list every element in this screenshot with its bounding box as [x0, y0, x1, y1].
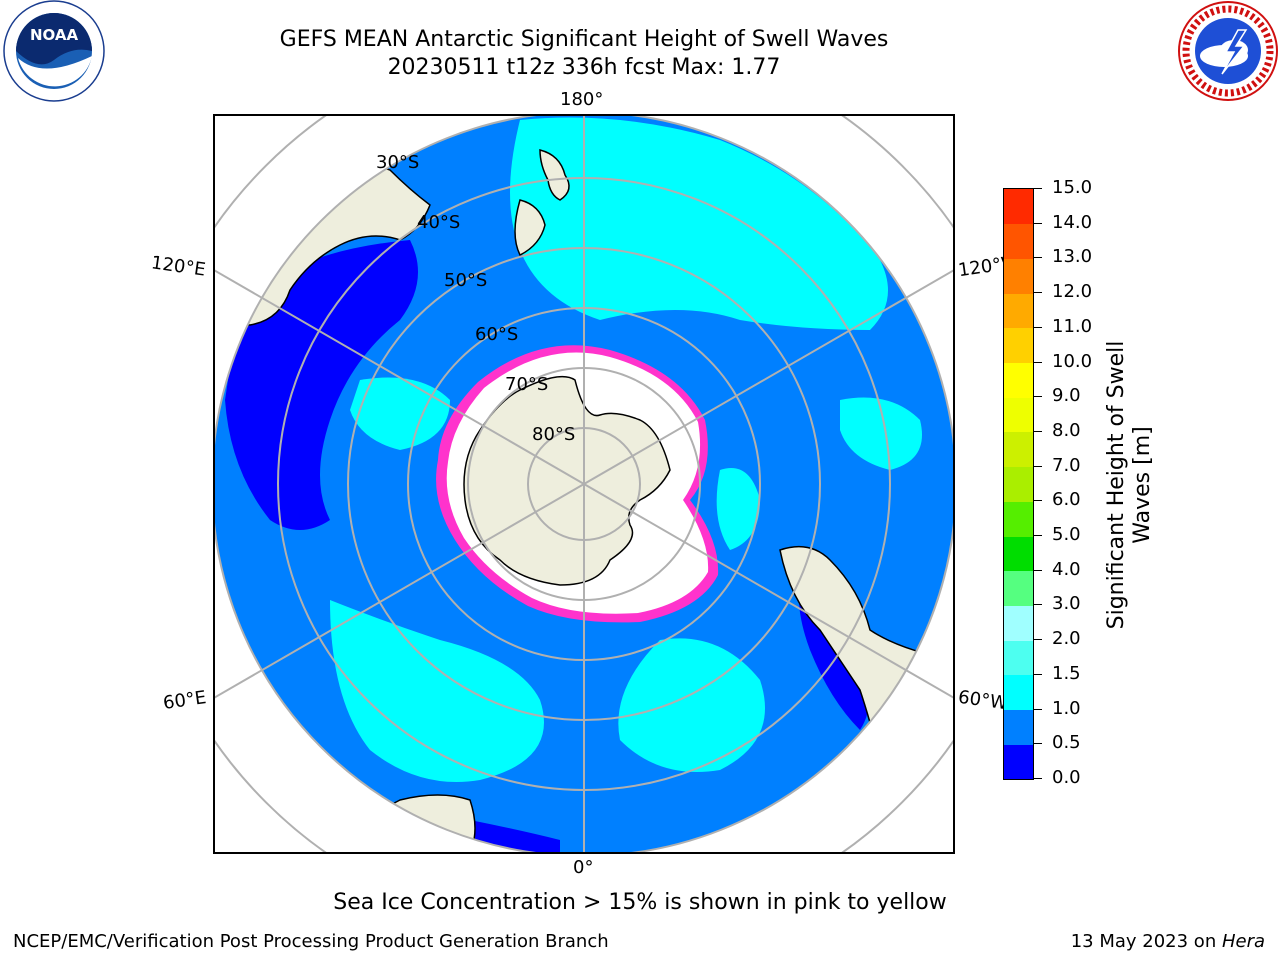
colorbar-tick [1034, 708, 1042, 710]
colorbar-tick [1034, 222, 1042, 224]
colorbar-tick [1034, 535, 1042, 537]
colorbar-tick [1034, 465, 1042, 467]
colorbar-tick [1034, 673, 1042, 675]
colorbar-label-line1: Significant Height of Swell [1104, 340, 1129, 630]
colorbar-tick [1034, 188, 1042, 189]
lat-label-80s: 80°S [532, 424, 576, 445]
nws-logo [1178, 1, 1278, 101]
lon-label-180: 180° [560, 89, 604, 110]
colorbar-tick-label: 0.5 [1052, 732, 1081, 754]
colorbar-tick [1034, 292, 1042, 294]
colorbar-tick-label: 15.0 [1052, 177, 1093, 198]
lat-label-30s: 30°S [376, 152, 420, 173]
colorbar-segment [1004, 466, 1033, 502]
new-zealand-south [514, 199, 546, 257]
colorbar-label: Significant Height of Swell Waves [m] [1104, 341, 1156, 630]
colorbar-tick-label: 1.0 [1052, 697, 1081, 719]
swell-high-pacific [510, 117, 888, 330]
colorbar-tick [1034, 743, 1042, 745]
colorbar-tick-label: 4.0 [1052, 558, 1081, 580]
colorbar-tick-label: 3.0 [1052, 593, 1081, 615]
antarctica [463, 375, 671, 586]
colorbar-segment [1004, 258, 1033, 294]
colorbar-tick-label: 0.0 [1052, 767, 1081, 788]
colorbar-segment [1004, 223, 1033, 259]
colorbar-tick [1034, 778, 1042, 779]
footer-date-text: 13 May 2023 on [1070, 931, 1222, 952]
new-zealand [539, 149, 570, 201]
swell-high-east [840, 397, 922, 470]
colorbar-segment [1004, 744, 1033, 780]
chart-subtitle: 20230511 t12z 336h fcst Max: 1.77 [387, 55, 781, 80]
colorbar-tick-label: 5.0 [1052, 524, 1081, 546]
chart-title: GEFS MEAN Antarctic Significant Height o… [279, 27, 889, 52]
colorbar-segment [1004, 674, 1033, 711]
colorbar-segment [1004, 431, 1033, 468]
colorbar-segment [1004, 293, 1033, 329]
sea-ice-note: Sea Ice Concentration > 15% is shown in … [333, 890, 947, 915]
colorbar-segment [1004, 640, 1033, 676]
colorbar-tick-label: 10.0 [1052, 350, 1093, 372]
map-frame [213, 114, 955, 854]
noaa-logo: NOAA [3, 0, 105, 102]
colorbar-tick [1034, 500, 1042, 502]
lon-label-0: 0° [573, 857, 594, 878]
colorbar-tick-label: 1.5 [1052, 662, 1081, 684]
noaa-logo-text: NOAA [30, 26, 79, 44]
colorbar-tick-label: 9.0 [1052, 385, 1081, 407]
swell-high-drake [716, 468, 760, 550]
colorbar-segment [1004, 570, 1033, 606]
colorbar-tick [1034, 396, 1042, 398]
ocean-field [214, 115, 954, 853]
colorbar-tick-label: 7.0 [1052, 454, 1081, 476]
colorbar-label-line2: Waves [m] [1130, 426, 1155, 544]
footer-date: 13 May 2023 on Hera [1071, 931, 1265, 952]
graticule [214, 115, 954, 853]
colorbar-tick-label: 6.0 [1052, 489, 1081, 511]
swell-high-west [350, 377, 450, 450]
colorbar-segment [1004, 362, 1033, 398]
lat-label-60s: 60°S [475, 324, 519, 345]
footer-credit: NCEP/EMC/Verification Post Processing Pr… [13, 931, 609, 952]
colorbar-tick [1034, 361, 1042, 363]
colorbar-segment [1004, 536, 1033, 572]
swell-high-indian [330, 600, 544, 782]
colorbar-tick [1034, 326, 1042, 328]
colorbar-tick [1034, 639, 1042, 641]
footer-host: Hera [1221, 931, 1265, 952]
colorbar-tick-label: 13.0 [1052, 246, 1093, 268]
colorbar [1003, 188, 1034, 780]
colorbar-segment [1004, 605, 1033, 641]
colorbar-tick [1034, 569, 1042, 571]
colorbar-segment [1004, 501, 1033, 537]
colorbar-tick [1034, 430, 1042, 432]
colorbar-tick [1034, 257, 1042, 259]
colorbar-segment [1004, 397, 1033, 433]
lat-label-70s: 70°S [505, 374, 549, 395]
lat-label-50s: 50°S [444, 270, 488, 291]
colorbar-segment [1004, 709, 1033, 745]
colorbar-tick-label: 14.0 [1052, 211, 1093, 233]
colorbar-tick-label: 8.0 [1052, 419, 1081, 441]
colorbar-segment [1004, 189, 1033, 225]
colorbar-tick [1034, 604, 1042, 606]
lat-label-40s: 40°S [417, 212, 461, 233]
colorbar-tick-label: 12.0 [1052, 281, 1093, 303]
colorbar-tick-label: 11.0 [1052, 315, 1093, 337]
colorbar-segment [1004, 327, 1033, 364]
colorbar-tick-label: 2.0 [1052, 628, 1081, 650]
